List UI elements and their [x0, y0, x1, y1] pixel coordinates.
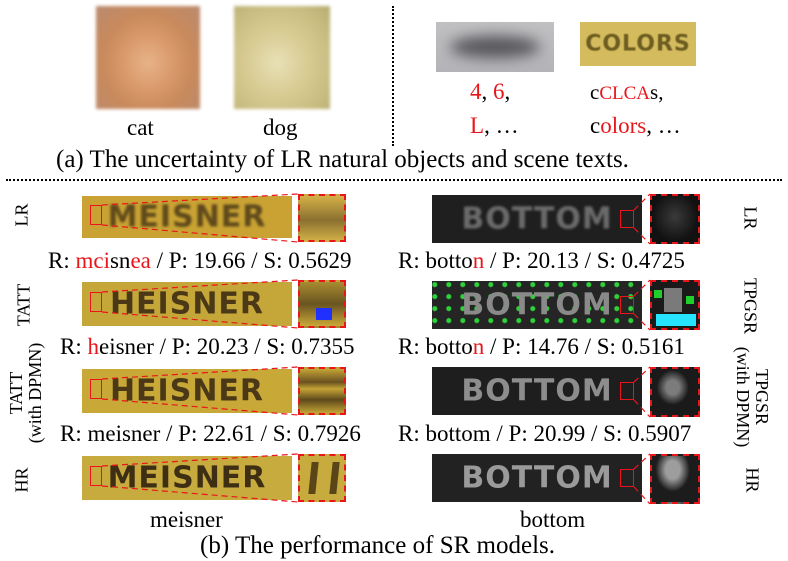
- bottom-hr-roi: [620, 469, 634, 487]
- colors-text-image: COLORS: [580, 22, 696, 66]
- meisner-lr-roi: [90, 205, 102, 225]
- caption-a: (a) The uncertainty of LR natural object…: [56, 146, 629, 173]
- candidates-right-line1: cCLCAs,: [590, 80, 664, 104]
- meisner-tatt-roi: [90, 292, 102, 312]
- cat-image: [96, 6, 200, 109]
- bottom-tpgsr-dpmn-image: BOTTOM: [432, 367, 642, 415]
- blurred-text-image: [436, 22, 554, 72]
- bottom-tpgsr-dpmn-zoom: [650, 367, 700, 417]
- dog-image: [234, 6, 330, 109]
- bottom-hr-image: BOTTOM: [432, 454, 642, 502]
- meisner-hr-zoom: [298, 454, 346, 502]
- meisner-hr-roi: [90, 466, 102, 486]
- right-row-label-tpgsr: TPGSR: [740, 277, 761, 335]
- right-result-tpgsr: R: botton / P: 14.76 / S: 0.5161: [398, 334, 685, 359]
- left-row-label-lr: LR: [11, 203, 32, 227]
- meisner-tatt-zoom: [298, 280, 346, 328]
- meisner-hr-image: MEISNER: [82, 456, 292, 500]
- bottom-tpgsr-zoom: [650, 280, 700, 330]
- right-row-label-tpgsr-dpmn: TPGSR (with DPMN): [733, 346, 772, 448]
- meisner-tatt-dpmn-zoom: [298, 367, 346, 415]
- meisner-tatt-dpmn-roi: [90, 379, 102, 399]
- bottom-lr-zoom: [650, 194, 700, 244]
- left-ground-truth: meisner: [150, 507, 223, 532]
- bottom-tpgsr-dpmn-roi: [620, 382, 634, 400]
- bottom-tpgsr-image: BOTTOM: [432, 281, 642, 329]
- right-ground-truth: bottom: [520, 507, 586, 532]
- meisner-tatt-image: HEISNER: [82, 282, 292, 326]
- left-result-lr: R: mcisnea / P: 19.66 / S: 0.5629: [48, 248, 352, 273]
- right-row-label-lr: LR: [740, 206, 761, 230]
- bottom-hr-zoom: [650, 454, 700, 504]
- caption-b: (b) The performance of SR models.: [200, 532, 555, 559]
- bottom-lr-image: BOTTOM: [432, 195, 642, 243]
- meisner-tatt-dpmn-image: HEISNER: [82, 369, 292, 413]
- left-result-tatt: R: heisner / P: 20.23 / S: 0.7355: [60, 334, 355, 359]
- left-row-label-tatt: TATT: [13, 283, 34, 327]
- colors-image-word: COLORS: [585, 31, 691, 57]
- meisner-lr-zoom: [298, 194, 346, 242]
- meisner-lr-image: MEISNER: [82, 196, 292, 238]
- cat-label: cat: [127, 115, 154, 140]
- bottom-lr-roi: [620, 210, 634, 228]
- dog-label: dog: [263, 115, 298, 140]
- left-row-label-hr: HR: [11, 467, 32, 493]
- right-result-lr: R: botton / P: 20.13 / S: 0.4725: [398, 248, 685, 273]
- left-row-label-tatt-dpmn: TATT (with DPMN): [6, 342, 45, 444]
- horizontal-divider: [6, 179, 782, 181]
- candidates-left-line1: 4, 6,: [470, 79, 511, 104]
- vertical-divider: [392, 6, 394, 146]
- left-result-tatt-dpmn: R: meisner / P: 22.61 / S: 0.7926: [60, 421, 361, 446]
- right-row-label-hr: HR: [742, 467, 763, 493]
- candidates-left-line2: L, …: [470, 113, 519, 138]
- right-result-tpgsr-dpmn: R: bottom / P: 20.99 / S: 0.5907: [398, 421, 692, 446]
- candidates-right-line2: colors, …: [590, 113, 681, 138]
- bottom-tpgsr-roi: [620, 296, 634, 314]
